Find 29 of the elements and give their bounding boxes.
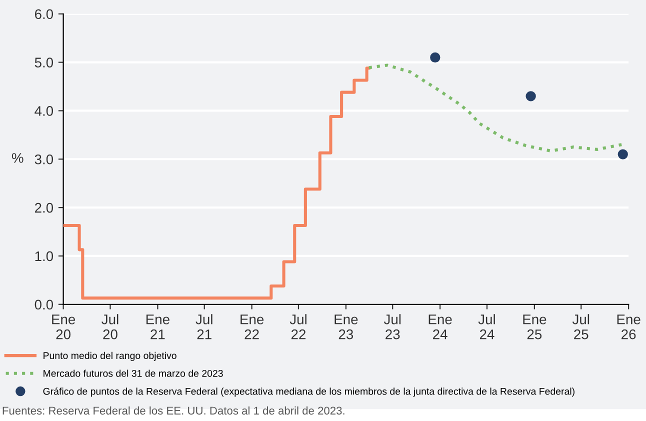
x-tick-label: Ene 24 <box>428 314 452 340</box>
y-tick-label: 2.0 <box>34 202 54 213</box>
x-tick-label: Jul 22 <box>290 314 306 340</box>
x-tick-label: Jul 21 <box>196 314 212 340</box>
x-tick-label: Jul 24 <box>478 314 495 340</box>
legend-label: Mercado futuros del 31 de marzo de 2023 <box>44 370 223 377</box>
legend-label: Gráfico de puntos de la Reserva Federal (expectativa mediana de los miembros de la junta directiva de la Reserva Federal) <box>43 388 574 397</box>
x-tick-label: Jul 23 <box>384 314 401 340</box>
y-tick-label: 5.0 <box>34 58 54 68</box>
x-tick-label: Jul 25 <box>572 314 590 340</box>
point <box>526 91 536 102</box>
y-tick-label: 6.0 <box>34 9 54 20</box>
y-axis-title: % <box>12 153 24 163</box>
x-tick-label: Ene 20 <box>52 314 76 340</box>
line-series <box>367 64 624 152</box>
x-tick-label: Ene 26 <box>617 314 640 340</box>
x-tick-label: Ene 22 <box>240 314 264 340</box>
source-note: Fuentes: Reserva Federal de los EE. UU. Datos al 1 de abril de 2023. <box>2 406 344 415</box>
y-tick-label: 1.0 <box>35 251 54 262</box>
y-tick-label: 0.0 <box>34 300 54 310</box>
point <box>618 149 628 160</box>
x-tick-label: Ene 23 <box>334 314 358 340</box>
x-tick-label: Jul 20 <box>102 314 118 340</box>
y-tick-label: 4.0 <box>34 106 54 116</box>
y-tick-label: 3.0 <box>34 154 54 164</box>
point <box>430 52 440 63</box>
x-tick-label: Ene 25 <box>523 314 546 340</box>
legend-label: Punto medio del rango objetivo <box>44 352 176 361</box>
x-tick-label: Ene 21 <box>146 314 170 340</box>
